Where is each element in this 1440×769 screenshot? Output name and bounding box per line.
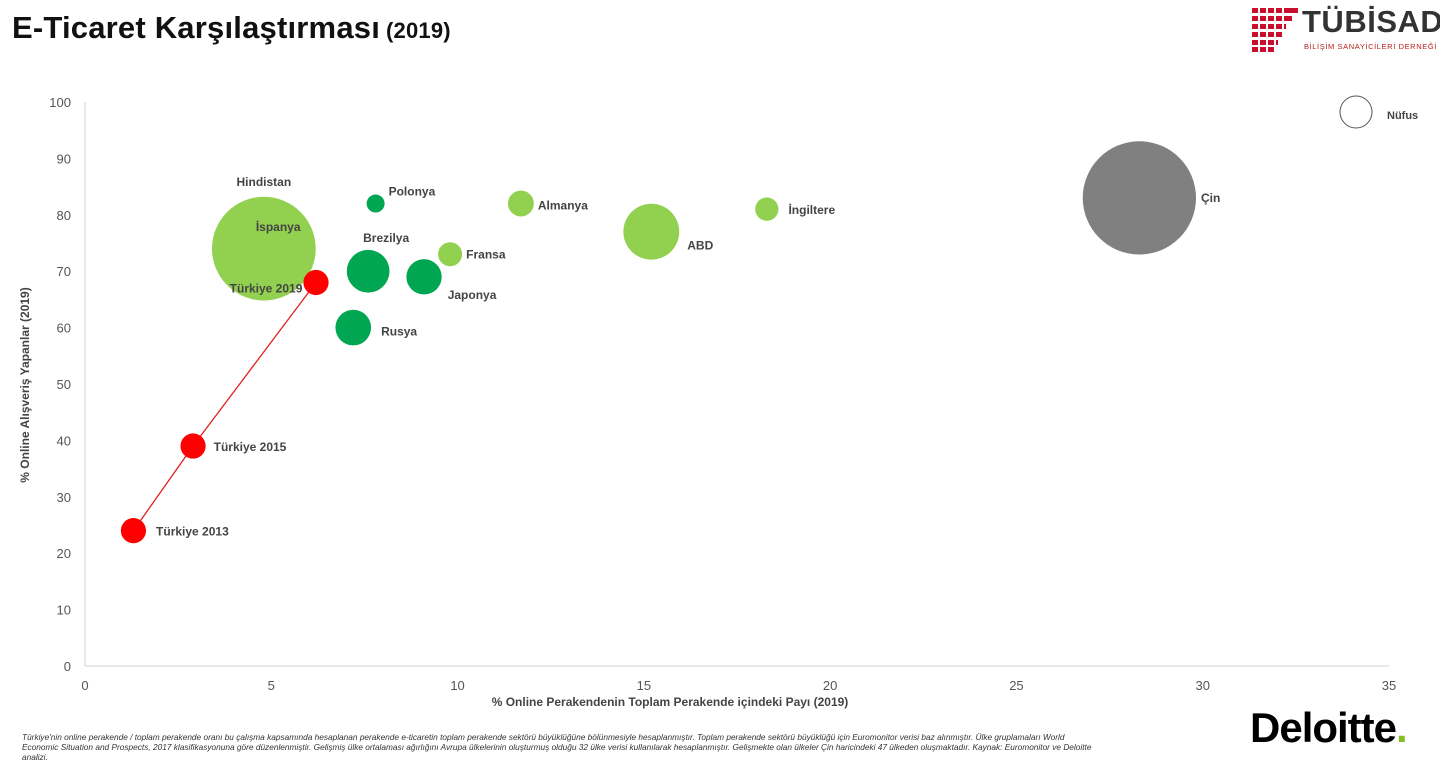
bubble-label: Çin xyxy=(1201,191,1220,205)
y-tick-label: 70 xyxy=(57,264,71,279)
bubble-türkiye-2015 xyxy=(180,433,206,459)
page-title-year: (2019) xyxy=(386,18,451,43)
y-axis-title: % Online Alışveriş Yapanlar (2019) xyxy=(18,287,32,482)
x-tick-label: 0 xyxy=(81,678,88,693)
bubble-labels: Hindistan İspanya Polonya Almanya Fransa ABD İ… xyxy=(156,175,1220,539)
x-tick-label: 20 xyxy=(823,678,837,693)
x-tick-label: 30 xyxy=(1195,678,1209,693)
bubble-label: Japonya xyxy=(448,288,497,302)
legend-bubble xyxy=(1339,95,1373,129)
bubble-label: İspanya xyxy=(256,219,301,234)
chart-axes xyxy=(84,102,1389,667)
bubble-hindistan xyxy=(211,196,316,301)
bubble-label: Almanya xyxy=(538,199,588,213)
bubble-brezilya xyxy=(346,249,390,293)
tubisad-grid-icon xyxy=(1252,8,1298,52)
bubbles xyxy=(120,141,1197,544)
bubble-label: İngiltere xyxy=(788,202,835,217)
bubble-label: Rusya xyxy=(381,325,417,339)
bubble-i-spanya xyxy=(276,239,296,259)
x-tick-label: 25 xyxy=(1009,678,1023,693)
x-tick-label: 10 xyxy=(450,678,464,693)
bubble-label: ABD xyxy=(687,239,713,253)
bubble-label: Brezilya xyxy=(363,231,409,245)
y-tick-label: 20 xyxy=(57,546,71,561)
y-tick-labels: 0 10 20 30 40 50 60 70 80 90 100 xyxy=(49,95,71,674)
y-tick-label: 50 xyxy=(57,377,71,392)
bubble-label: Polonya xyxy=(389,185,436,199)
bubble-polonya xyxy=(366,194,385,213)
deloitte-logo-text: Deloitte xyxy=(1250,704,1397,751)
x-tick-label: 15 xyxy=(637,678,651,693)
x-axis-title: % Online Perakendenin Toplam Perakende i… xyxy=(492,695,849,709)
x-tick-label: 5 xyxy=(268,678,275,693)
page-title-text: E-Ticaret Karşılaştırması xyxy=(12,10,381,45)
trend-segment xyxy=(192,282,317,447)
bubble-çin xyxy=(1082,141,1197,255)
page-title: E-Ticaret Karşılaştırması (2019) xyxy=(12,10,451,46)
bubble-türkiye-2013 xyxy=(120,518,147,544)
y-tick-label: 80 xyxy=(57,208,71,223)
bubble-fransa xyxy=(438,242,463,267)
bubble-label: Fransa xyxy=(466,247,506,261)
bubble-label: Türkiye 2019 xyxy=(230,281,303,295)
legend-label: Nüfus xyxy=(1387,110,1418,122)
y-tick-label: 90 xyxy=(57,151,71,166)
bubble-label: Türkiye 2015 xyxy=(214,440,287,454)
bubble-label: Hindistan xyxy=(236,175,291,189)
bubble-rusya xyxy=(335,309,372,346)
tubisad-logo-name: TÜBİSAD xyxy=(1302,4,1440,39)
y-tick-label: 40 xyxy=(57,433,71,448)
bubble-abd xyxy=(623,203,680,260)
legend: Nüfus xyxy=(1339,95,1418,129)
bubble-i-ngiltere xyxy=(755,197,779,221)
deloitte-logo-dot: . xyxy=(1396,704,1408,751)
y-tick-label: 60 xyxy=(57,321,71,336)
bubble-japonya xyxy=(406,259,442,295)
bubble-almanya xyxy=(507,190,534,217)
x-tick-labels: 0 5 10 15 20 25 30 35 xyxy=(81,678,1396,693)
tubisad-logo: TÜBİSAD BİLİŞİM SANAYİCİLERİ DERNEĞİ xyxy=(1252,4,1440,54)
turkiye-trend-line xyxy=(132,282,317,532)
y-tick-label: 0 xyxy=(64,659,71,674)
y-tick-label: 10 xyxy=(57,603,71,618)
y-tick-label: 30 xyxy=(57,490,71,505)
footnote: Türkiye'nin online perakende / toplam pe… xyxy=(22,732,1092,762)
bubble-label: Türkiye 2013 xyxy=(156,525,229,539)
tubisad-logo-subtitle: BİLİŞİM SANAYİCİLERİ DERNEĞİ xyxy=(1304,42,1437,51)
trend-segment xyxy=(132,445,194,532)
x-tick-label: 35 xyxy=(1382,678,1396,693)
y-tick-label: 100 xyxy=(49,95,71,110)
bubble-türkiye-2019 xyxy=(303,269,329,296)
deloitte-logo: Deloitte. xyxy=(1250,704,1408,752)
